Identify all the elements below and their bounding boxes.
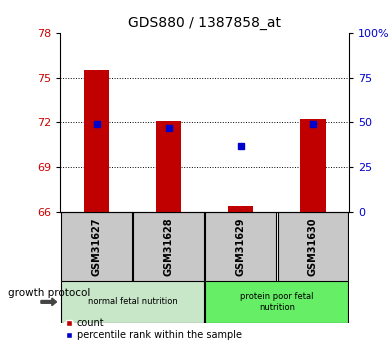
Bar — [206, 281, 348, 323]
Text: GSM31629: GSM31629 — [236, 217, 246, 276]
Bar — [300, 119, 326, 212]
Legend: count, percentile rank within the sample: count, percentile rank within the sample — [65, 318, 242, 340]
Title: GDS880 / 1387858_at: GDS880 / 1387858_at — [128, 16, 281, 30]
Text: protein poor fetal
nutrition: protein poor fetal nutrition — [240, 292, 314, 312]
Bar — [84, 70, 109, 212]
Text: GSM31627: GSM31627 — [92, 217, 101, 276]
Bar — [61, 212, 132, 281]
Bar — [278, 212, 348, 281]
Bar — [228, 206, 254, 212]
Text: GSM31628: GSM31628 — [164, 217, 174, 276]
Text: growth protocol: growth protocol — [8, 288, 90, 298]
Bar — [206, 212, 276, 281]
Text: normal fetal nutrition: normal fetal nutrition — [88, 297, 177, 306]
Bar — [156, 121, 181, 212]
Bar — [61, 281, 204, 323]
Bar — [133, 212, 204, 281]
Text: GSM31630: GSM31630 — [308, 217, 318, 276]
